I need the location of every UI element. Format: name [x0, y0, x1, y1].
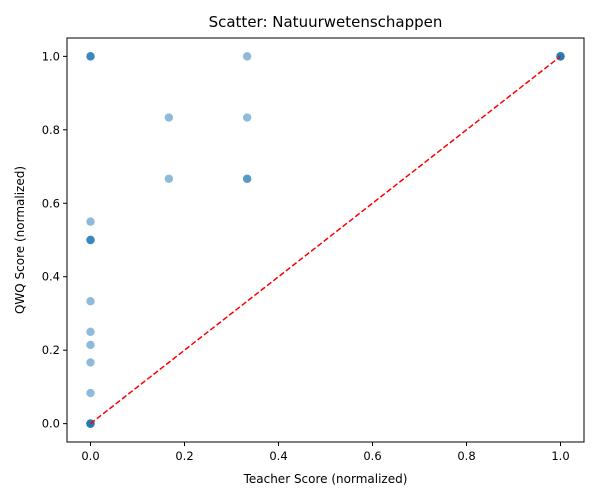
- scatter-point: [86, 340, 95, 350]
- y-tick-label: 0.4: [42, 270, 60, 284]
- y-tick-label: 0.2: [42, 343, 60, 357]
- scatter-point: [242, 52, 252, 61]
- scatter-point: [86, 235, 95, 245]
- x-tick-label: 0.6: [363, 449, 381, 463]
- scatter-point: [86, 217, 95, 226]
- scatter-point: [86, 297, 95, 306]
- y-tick-label: 0.6: [42, 196, 60, 210]
- scatter-point: [164, 113, 174, 122]
- x-tick-label: 0.4: [269, 449, 287, 463]
- y-tick-label: 1.0: [42, 49, 60, 63]
- y-tick-label: 0.0: [42, 417, 60, 431]
- scatter-point: [86, 52, 95, 61]
- scatter-point: [164, 174, 174, 183]
- x-axis: 0.0 0.2 0.4 0.6 0.8 1.0: [81, 442, 570, 463]
- y-axis: 0.0 0.2 0.4 0.6 0.8 1.0: [42, 49, 67, 431]
- y-axis-label: QWQ Score (normalized): [13, 166, 27, 314]
- x-tick-label: 0.8: [457, 449, 475, 463]
- scatter-point: [86, 358, 95, 367]
- x-tick-label: 1.0: [551, 449, 569, 463]
- chart-title: Scatter: Natuurwetenschappen: [209, 13, 443, 31]
- scatter-point: [86, 388, 95, 398]
- scatter-point: [242, 174, 252, 183]
- y-tick-label: 0.8: [42, 123, 60, 137]
- x-tick-label: 0.0: [81, 449, 99, 463]
- axes-frame: [66, 37, 585, 443]
- scatter-point: [242, 113, 252, 122]
- scatter-point: [86, 327, 95, 337]
- reference-line: [90, 55, 561, 425]
- plot-area: [86, 52, 565, 428]
- x-axis-label: Teacher Score (normalized): [243, 472, 408, 486]
- x-tick-label: 0.2: [175, 449, 193, 463]
